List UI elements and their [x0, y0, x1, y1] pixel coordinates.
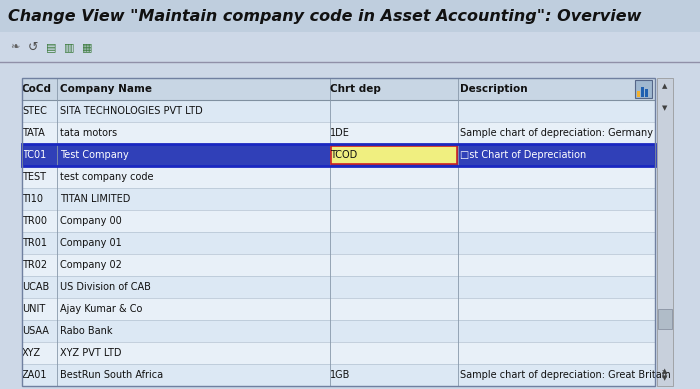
Text: ▥: ▥ [64, 42, 74, 52]
Text: Description: Description [460, 84, 528, 95]
Text: SITA TECHNOLOGIES PVT LTD: SITA TECHNOLOGIES PVT LTD [60, 107, 203, 116]
Text: 1GB: 1GB [330, 370, 351, 380]
Text: TC01: TC01 [22, 151, 46, 160]
Text: XYZ: XYZ [22, 349, 41, 358]
Text: UNIT: UNIT [22, 305, 46, 314]
Text: test company code: test company code [60, 172, 153, 182]
Bar [22, 364, 655, 386]
Bar [331, 146, 457, 164]
Text: □st Chart of Depreciation: □st Chart of Depreciation [460, 151, 587, 160]
Text: tata motors: tata motors [60, 128, 117, 138]
Bar [22, 188, 655, 210]
Text: Chrt dep: Chrt dep [330, 84, 381, 95]
Text: XYZ PVT LTD: XYZ PVT LTD [60, 349, 122, 358]
Bar [22, 298, 655, 320]
Text: ▲: ▲ [662, 83, 668, 89]
Text: TR02: TR02 [22, 261, 47, 270]
Bar [0, 32, 700, 62]
Text: ZA01: ZA01 [22, 370, 48, 380]
Bar [22, 144, 655, 166]
Text: ▤: ▤ [46, 42, 57, 52]
Bar [22, 232, 655, 254]
Text: ↺: ↺ [28, 40, 38, 54]
Text: TEST: TEST [22, 172, 46, 182]
Text: Rabo Bank: Rabo Bank [60, 326, 113, 336]
Text: TR01: TR01 [22, 238, 47, 249]
Text: US Division of CAB: US Division of CAB [60, 282, 151, 293]
Text: USAA: USAA [22, 326, 49, 336]
Text: Company 01: Company 01 [60, 238, 122, 249]
Text: 1DE: 1DE [330, 128, 350, 138]
Bar [641, 87, 644, 97]
Text: Sample chart of depreciation: Great Britain: Sample chart of depreciation: Great Brit… [460, 370, 671, 380]
Bar [22, 320, 655, 342]
Bar [0, 0, 700, 32]
Bar [22, 342, 655, 364]
Text: Ajay Kumar & Co: Ajay Kumar & Co [60, 305, 142, 314]
Bar [645, 89, 648, 97]
Text: Sample chart of depreciation: Germany: Sample chart of depreciation: Germany [460, 128, 653, 138]
Bar [635, 80, 652, 98]
Text: Test Company: Test Company [60, 151, 129, 160]
Bar [22, 122, 655, 144]
Text: Company 00: Company 00 [60, 216, 122, 226]
Text: TITAN LIMITED: TITAN LIMITED [60, 194, 130, 205]
Bar [22, 166, 655, 188]
Text: STEC: STEC [22, 107, 47, 116]
Text: Company Name: Company Name [60, 84, 152, 95]
Bar [658, 309, 672, 329]
Bar [657, 78, 673, 386]
Text: ▲: ▲ [662, 368, 668, 374]
Text: Change View "Maintain company code in Asset Accounting": Overview: Change View "Maintain company code in As… [8, 9, 641, 24]
Text: TR00: TR00 [22, 216, 47, 226]
Text: ▼: ▼ [662, 105, 668, 111]
Text: TI10: TI10 [22, 194, 43, 205]
Bar [22, 78, 655, 386]
Text: ❧: ❧ [10, 42, 20, 52]
Text: Company 02: Company 02 [60, 261, 122, 270]
Bar [22, 210, 655, 232]
Text: BestRun South Africa: BestRun South Africa [60, 370, 163, 380]
Text: ▼: ▼ [662, 375, 668, 381]
Text: CoCd: CoCd [22, 84, 52, 95]
Text: TCOD: TCOD [330, 151, 357, 160]
Text: UCAB: UCAB [22, 282, 49, 293]
Bar [22, 100, 655, 122]
Text: TATA: TATA [22, 128, 45, 138]
Bar [22, 144, 655, 166]
Bar [22, 254, 655, 276]
Bar [22, 78, 655, 100]
Bar [22, 276, 655, 298]
Text: ▦: ▦ [82, 42, 92, 52]
Bar [637, 91, 640, 97]
